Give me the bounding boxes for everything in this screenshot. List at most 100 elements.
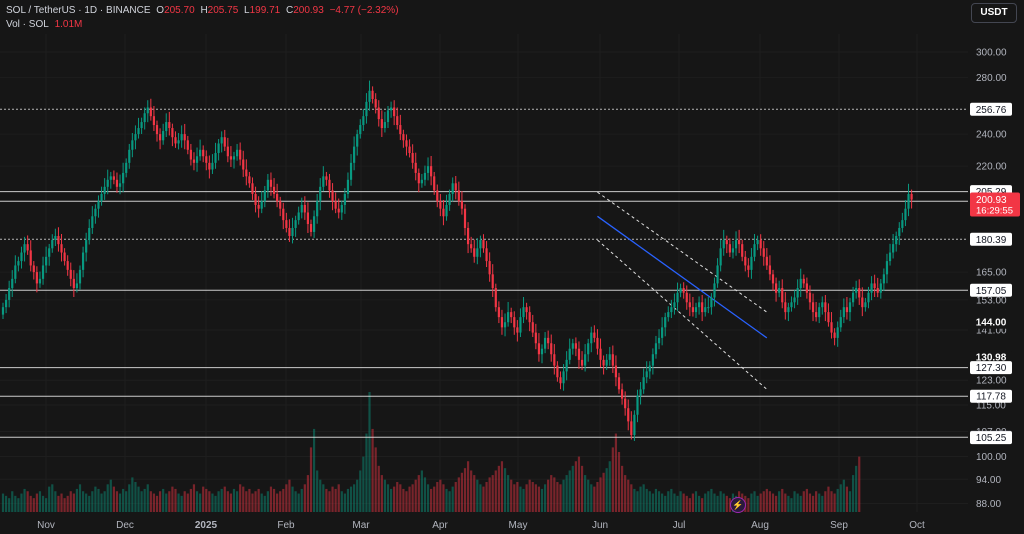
- volume-bar: [38, 491, 42, 512]
- volume-label[interactable]: Vol · SOL: [6, 19, 49, 30]
- price-label[interactable]: 256.76: [976, 105, 1007, 116]
- candle-body: [507, 312, 510, 323]
- volume-bar: [716, 495, 719, 512]
- candle-body: [14, 265, 17, 279]
- volume-bar: [679, 491, 682, 512]
- price-label-box[interactable]: [970, 315, 1012, 329]
- last-price-box[interactable]: [970, 192, 1020, 217]
- volume-bar: [845, 486, 849, 512]
- candle-body: [639, 389, 642, 396]
- candle-body: [747, 265, 750, 270]
- volume-bar: [309, 447, 313, 512]
- candle-body: [571, 343, 574, 349]
- candle-body: [106, 179, 109, 187]
- candle-body: [115, 179, 119, 187]
- candle-body: [235, 149, 239, 157]
- descending-channel[interactable]: [597, 191, 768, 390]
- volume-bar: [158, 491, 162, 512]
- volume-bar: [279, 491, 282, 512]
- price-label-box[interactable]: [970, 431, 1012, 445]
- volume-bar: [60, 493, 63, 512]
- price-label-box[interactable]: [970, 283, 1012, 297]
- candle-body: [587, 343, 590, 355]
- time-tick-label: Feb: [277, 520, 295, 531]
- candle-body: [793, 297, 796, 303]
- price-label[interactable]: 105.25: [976, 433, 1007, 444]
- volume-bar: [608, 461, 611, 512]
- candle-body: [165, 122, 168, 132]
- volume-bar: [288, 479, 291, 512]
- candle-body: [383, 122, 387, 129]
- volume-bar: [48, 486, 51, 512]
- price-label[interactable]: 144.00: [976, 318, 1007, 329]
- candle-body: [605, 359, 608, 366]
- candle-body: [537, 343, 541, 355]
- volume-bar: [45, 498, 48, 512]
- volume-bar: [627, 479, 630, 512]
- channel-mid-line[interactable]: [597, 215, 768, 339]
- price-label-box[interactable]: [970, 232, 1012, 246]
- volume-bar: [229, 493, 233, 512]
- candle-body: [470, 244, 473, 249]
- candle-body: [78, 269, 82, 284]
- price-label-box[interactable]: [970, 361, 1012, 375]
- candle-body: [162, 131, 165, 141]
- price-label-box[interactable]: [970, 102, 1012, 116]
- price-label[interactable]: 157.05: [976, 286, 1007, 297]
- volume-bar: [722, 493, 725, 512]
- price-label-box[interactable]: [970, 389, 1012, 403]
- volume-bar: [768, 491, 772, 512]
- candle-body: [112, 176, 115, 180]
- candle-body: [4, 299, 8, 308]
- price-label[interactable]: 127.30: [976, 363, 1007, 374]
- price-label[interactable]: 130.98: [976, 353, 1007, 364]
- candle-body: [562, 371, 565, 384]
- candle-body: [60, 244, 63, 253]
- volume-bar: [540, 488, 544, 512]
- candle-body: [697, 302, 701, 308]
- candle-body: [547, 337, 550, 344]
- currency-button[interactable]: USDT: [971, 3, 1017, 23]
- candle-body: [633, 414, 636, 436]
- candle-body: [688, 302, 691, 308]
- symbol-title[interactable]: SOL / TetherUS · 1D · BINANCE: [6, 5, 151, 16]
- change-value: −4.77 (−2.32%): [329, 5, 399, 16]
- price-label[interactable]: 180.39: [976, 235, 1007, 246]
- volume-bar: [257, 488, 260, 512]
- volume-bar: [245, 491, 248, 512]
- volume-bar: [208, 491, 211, 512]
- price-tick-label: 88.00: [976, 499, 1001, 510]
- channel-upper-line[interactable]: [597, 191, 768, 313]
- candle-body: [371, 90, 374, 100]
- volume-bar: [177, 493, 180, 512]
- candle-body: [734, 240, 738, 249]
- channel-lower-line[interactable]: [597, 239, 768, 390]
- volume-bar: [707, 491, 710, 512]
- candlesticks: [1, 80, 913, 441]
- volume-bar: [362, 456, 365, 512]
- price-axis[interactable]: 300.00 280.00 240.00 220.00 165.00 153.00 141.…: [968, 0, 1024, 534]
- volume-bar: [118, 493, 122, 512]
- candle-body: [430, 166, 433, 177]
- lightning-icon[interactable]: ⚡: [730, 497, 746, 513]
- candle-body: [199, 149, 202, 157]
- price-label-box[interactable]: [970, 350, 1012, 364]
- candle-body: [433, 176, 436, 191]
- volume-bar: [125, 491, 128, 512]
- volume-bar: [701, 498, 704, 512]
- candle-body: [245, 169, 248, 177]
- candle-body: [836, 327, 839, 338]
- candle-body: [815, 312, 818, 318]
- candle-body: [608, 354, 611, 360]
- candle-body: [1, 307, 5, 315]
- candle-body: [122, 172, 125, 184]
- volume-bar: [356, 479, 359, 512]
- volume-bar: [322, 484, 325, 512]
- candle-body: [753, 244, 756, 257]
- time-axis[interactable]: Nov Dec 2025 Feb Mar Apr May Jun Jul Aug Sep Oct: [0, 514, 968, 534]
- open-label: O: [156, 5, 165, 16]
- price-label[interactable]: 117.78: [976, 392, 1006, 403]
- candle-body: [439, 201, 442, 209]
- horizontal-levels[interactable]: [0, 108, 968, 438]
